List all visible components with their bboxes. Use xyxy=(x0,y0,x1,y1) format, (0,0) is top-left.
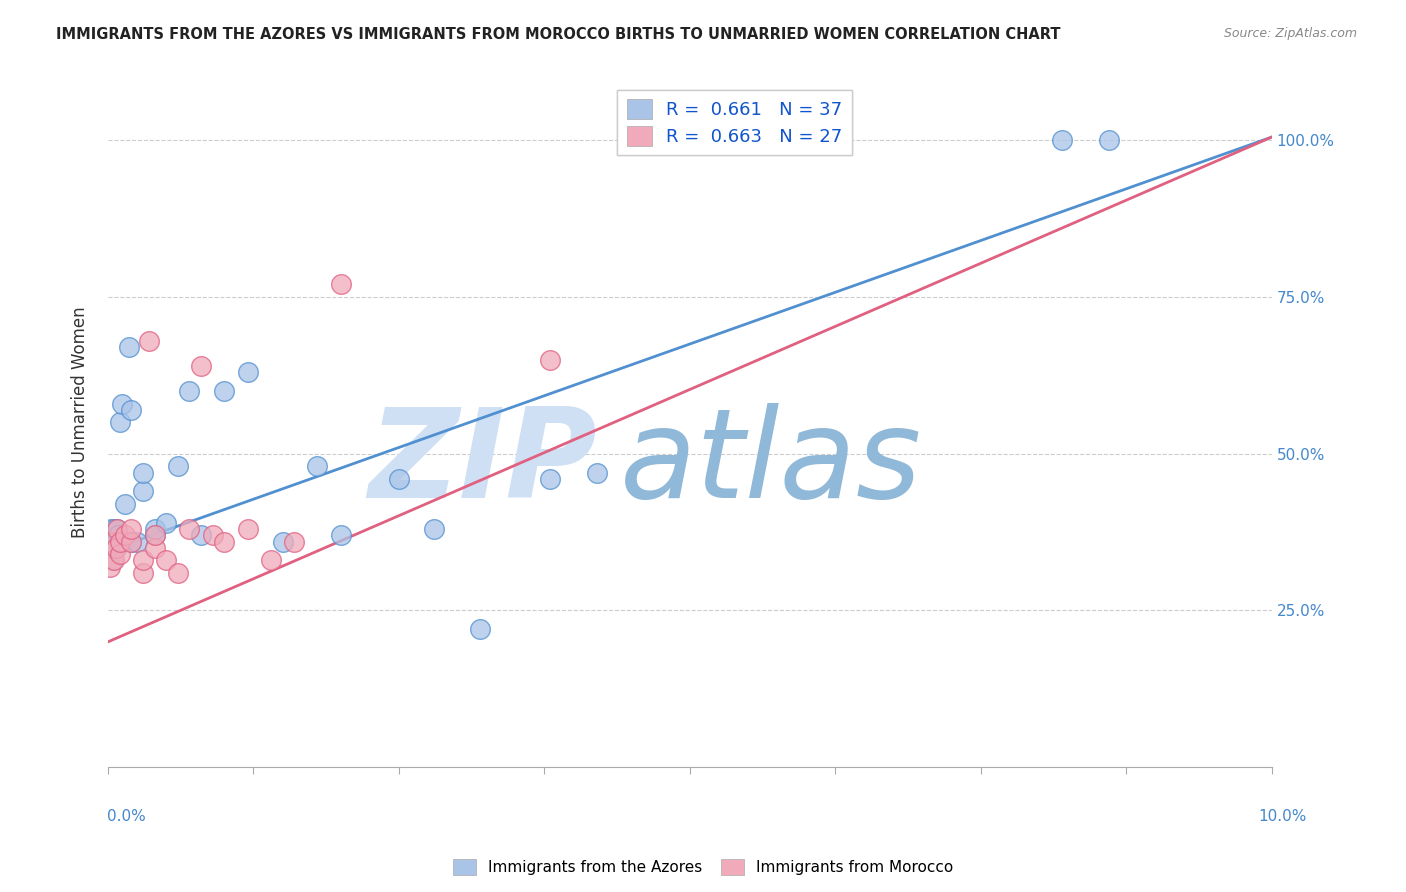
Point xyxy=(132,553,155,567)
Point xyxy=(138,334,160,348)
Text: Source: ZipAtlas.com: Source: ZipAtlas.com xyxy=(1223,27,1357,40)
Point xyxy=(104,534,127,549)
Point xyxy=(538,352,561,367)
Point xyxy=(271,534,294,549)
Text: ZIP: ZIP xyxy=(368,403,596,524)
Point xyxy=(105,541,128,555)
Point xyxy=(111,396,134,410)
Point xyxy=(155,553,177,567)
Point xyxy=(179,522,201,536)
Point xyxy=(155,516,177,530)
Point xyxy=(100,534,122,549)
Point xyxy=(107,528,129,542)
Point xyxy=(103,553,125,567)
Point xyxy=(108,415,131,429)
Point xyxy=(143,528,166,542)
Point xyxy=(132,484,155,499)
Point xyxy=(190,359,212,373)
Text: 10.0%: 10.0% xyxy=(1258,809,1306,823)
Point xyxy=(283,534,305,549)
Point xyxy=(143,541,166,555)
Point xyxy=(100,522,122,536)
Point xyxy=(132,566,155,580)
Point xyxy=(423,522,446,536)
Point xyxy=(108,534,131,549)
Point xyxy=(120,522,142,536)
Point xyxy=(108,534,131,549)
Point xyxy=(105,522,128,536)
Point xyxy=(103,528,125,542)
Point xyxy=(190,528,212,542)
Point xyxy=(98,559,121,574)
Point xyxy=(1098,133,1121,147)
Point xyxy=(98,528,121,542)
Point xyxy=(1052,133,1074,147)
Point xyxy=(127,534,149,549)
Point xyxy=(307,459,329,474)
Point xyxy=(214,534,236,549)
Point xyxy=(143,528,166,542)
Point xyxy=(329,528,352,542)
Point xyxy=(166,566,188,580)
Point xyxy=(179,384,201,398)
Point xyxy=(236,365,259,379)
Text: 0.0%: 0.0% xyxy=(107,809,146,823)
Point xyxy=(538,472,561,486)
Point xyxy=(260,553,283,567)
Point xyxy=(105,541,128,555)
Text: IMMIGRANTS FROM THE AZORES VS IMMIGRANTS FROM MOROCCO BIRTHS TO UNMARRIED WOMEN : IMMIGRANTS FROM THE AZORES VS IMMIGRANTS… xyxy=(56,27,1060,42)
Point xyxy=(108,547,131,561)
Point xyxy=(132,466,155,480)
Point xyxy=(103,522,125,536)
Point xyxy=(114,528,136,542)
Point xyxy=(120,534,142,549)
Point xyxy=(120,402,142,417)
Point xyxy=(470,622,492,636)
Y-axis label: Births to Unmarried Women: Births to Unmarried Women xyxy=(72,307,89,538)
Point xyxy=(101,553,124,567)
Point xyxy=(166,459,188,474)
Point xyxy=(329,277,352,292)
Point xyxy=(214,384,236,398)
Point xyxy=(118,340,141,354)
Point xyxy=(585,466,607,480)
Legend: Immigrants from the Azores, Immigrants from Morocco: Immigrants from the Azores, Immigrants f… xyxy=(453,860,953,875)
Point xyxy=(120,534,142,549)
Point xyxy=(201,528,224,542)
Point xyxy=(737,133,759,147)
Point xyxy=(143,522,166,536)
Legend: R =  0.661   N = 37, R =  0.663   N = 27: R = 0.661 N = 37, R = 0.663 N = 27 xyxy=(617,90,852,155)
Point xyxy=(105,522,128,536)
Point xyxy=(388,472,411,486)
Text: atlas: atlas xyxy=(620,403,922,524)
Point xyxy=(114,497,136,511)
Point xyxy=(236,522,259,536)
